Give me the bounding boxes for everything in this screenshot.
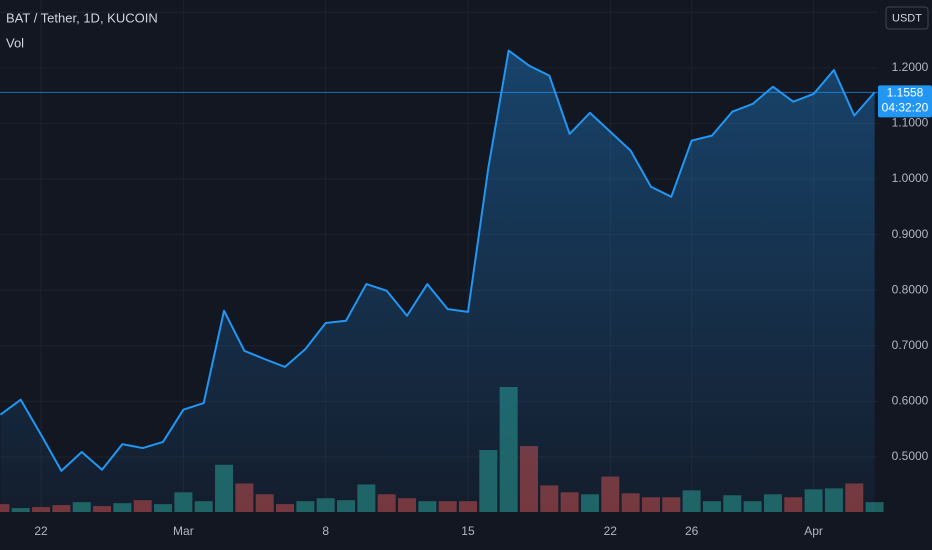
x-tick-label: 8	[322, 524, 329, 538]
y-tick-label: 0.7000	[892, 338, 929, 352]
y-tick-label: 1.1000	[892, 116, 929, 130]
price-line	[0, 49, 876, 472]
last-price-box	[878, 85, 932, 118]
y-tick-label: 1.2000	[892, 60, 929, 74]
axis: 0.5000 0.6000 0.7000 0.8000 0.9000 1.0000 1.10…	[0, 4, 932, 538]
x-tick-label: 15	[461, 524, 475, 538]
volume-label: Vol	[6, 35, 24, 50]
currency-box	[885, 6, 929, 30]
plot	[0, 49, 884, 512]
x-tick-label: 22	[604, 524, 618, 538]
y-tick-label: 0.8000	[892, 282, 929, 296]
countdown-label: 04:32:20	[882, 101, 929, 115]
chart-title: BAT / Tether, 1D, KUCOIN	[6, 10, 158, 25]
y-tick-label: 0.6000	[892, 394, 929, 408]
y-tick-label: 0.9000	[892, 227, 929, 241]
y-tick-label: 1.0000	[892, 171, 929, 185]
last-price-label: 1.1558	[887, 86, 924, 100]
x-tick-label: 26	[685, 524, 699, 538]
x-tick-label: 22	[34, 524, 48, 538]
y-tick-label: 0.5000	[892, 449, 929, 463]
x-tick-label: Apr	[804, 524, 823, 538]
area-fill	[0, 50, 875, 512]
currency-label: USDT	[892, 12, 922, 24]
x-tick-label: Mar	[173, 524, 194, 538]
